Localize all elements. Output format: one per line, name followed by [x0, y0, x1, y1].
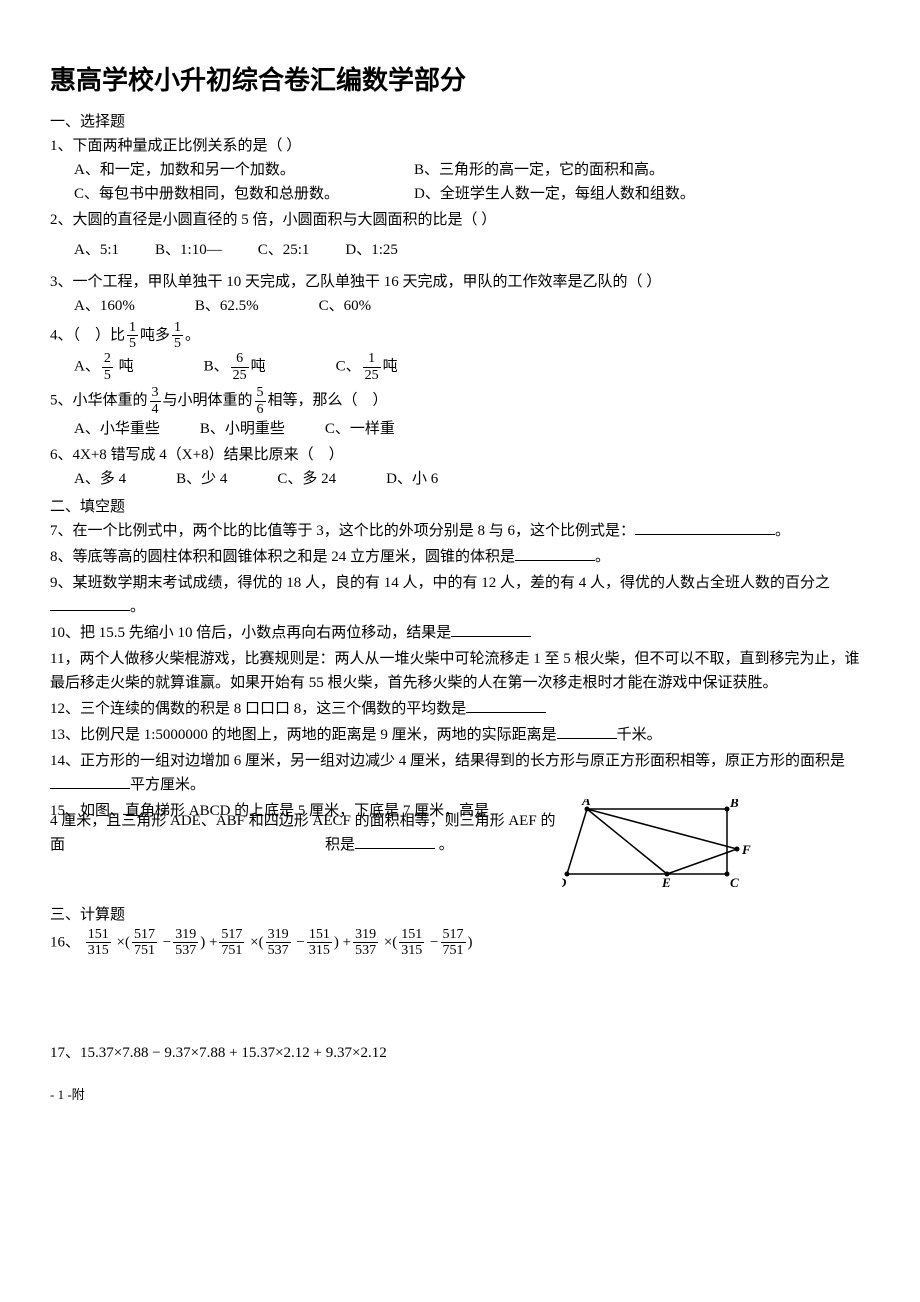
frac-den: 6 — [255, 402, 266, 417]
q3-text: 3、一个工程，甲队单独干 10 天完成，乙队单独干 16 天完成，甲队的工作效率… — [50, 270, 870, 294]
q5-pre: 5、小华体重的 — [50, 392, 148, 408]
q6-c: C、多 24 — [277, 467, 336, 491]
q5-a: A、小华重些 — [74, 417, 160, 441]
section-choice: 一、选择题 — [50, 110, 870, 134]
q6: 6、4X+8 错写成 4（X+8）结果比原来（ ） A、多 4 B、少 4 C、… — [50, 443, 870, 491]
q12: 12、三个连续的偶数的积是 8 口口口 8，这三个偶数的平均数是 — [50, 697, 870, 721]
q5-post: 相等，那么（ ） — [268, 392, 388, 408]
frac-den: 5 — [127, 336, 138, 351]
q4-a: A、25 吨 — [74, 351, 134, 383]
q14: 14、正方形的一组对边增加 6 厘米，另一组对边减少 4 厘米，结果得到的长方形… — [50, 749, 870, 797]
q6-d: D、小 6 — [386, 467, 438, 491]
q4-pre: 4、（ ）比 — [50, 327, 125, 343]
q2-text: 2、大圆的直径是小圆直径的 5 倍，小圆面积与大圆面积的比是（ ） — [50, 208, 870, 232]
page-title: 惠高学校小升初综合卷汇编数学部分 — [50, 60, 870, 102]
q10: 10、把 15.5 先缩小 10 倍后，小数点再向右两位移动，结果是 — [50, 621, 870, 645]
fig-label-b: B — [729, 799, 739, 810]
q9: 9、某班数学期末考试成绩，得优的 18 人，良的有 14 人，中的有 12 人，… — [50, 571, 870, 619]
q15-figure: A B F C E D — [562, 799, 762, 897]
q3-c: C、60% — [319, 294, 372, 318]
q4: 4、（ ）比15吨多15。 A、25 吨 B、625吨 C、125吨 — [50, 320, 870, 384]
q15-cont: 4 厘米，且三角形 ADE、ABF 和四边形 AECF 的面积相等，则三角形 A… — [50, 809, 570, 857]
q1-b: B、三角形的高一定，它的面积和高。 — [414, 158, 664, 182]
q6-b: B、少 4 — [176, 467, 227, 491]
frac-num: 1 — [172, 320, 183, 336]
section-fill: 二、填空题 — [50, 495, 870, 519]
fig-label-c: C — [730, 875, 739, 889]
fig-label-d: D — [562, 875, 567, 889]
frac-den: 4 — [150, 402, 161, 417]
q5: 5、小华体重的34与小明体重的56相等，那么（ ） A、小华重些 B、小明重些 … — [50, 385, 870, 441]
frac-num: 1 — [127, 320, 138, 336]
q4-post: 。 — [185, 327, 200, 343]
q6-text: 6、4X+8 错写成 4（X+8）结果比原来（ ） — [50, 443, 870, 467]
q2-d: D、1:25 — [345, 238, 398, 262]
q5-b: B、小明重些 — [200, 417, 285, 441]
q16: 16、 151315 ×(517751 −319537) +517751 ×(3… — [50, 927, 870, 959]
q1-text: 1、下面两种量成正比例关系的是（ ） — [50, 134, 870, 158]
q3-b: B、62.5% — [195, 294, 259, 318]
q7: 7、在一个比例式中，两个比的比值等于 3，这个比的外项分别是 8 与 6，这个比… — [50, 519, 870, 543]
frac-num: 5 — [255, 385, 266, 401]
q17: 17、15.37×7.88 − 9.37×7.88 + 15.37×2.12 +… — [50, 1041, 870, 1065]
fig-label-f: F — [741, 842, 751, 857]
q2-b: B、1:10— — [155, 238, 222, 262]
q4-c: C、125吨 — [336, 351, 398, 383]
q4-mid: 吨多 — [140, 327, 170, 343]
q16-label: 16、 — [50, 934, 80, 950]
q1-c: C、每包书中册数相同，包数和总册数。 — [74, 182, 414, 206]
q13: 13、比例尺是 1:5000000 的地图上，两地的距离是 9 厘米，两地的实际… — [50, 723, 870, 747]
q6-a: A、多 4 — [74, 467, 126, 491]
page-footer: - 1 -附 — [50, 1085, 870, 1106]
fig-label-a: A — [581, 799, 591, 808]
q1: 1、下面两种量成正比例关系的是（ ） A、和一定，加数和另一个加数。 B、三角形… — [50, 134, 870, 206]
q5-c: C、一样重 — [325, 417, 395, 441]
frac-den: 5 — [172, 336, 183, 351]
q2-c: C、25:1 — [258, 238, 310, 262]
q2-a: A、5:1 — [74, 238, 119, 262]
q8: 8、等底等高的圆柱体积和圆锥体积之和是 24 立方厘米，圆锥的体积是。 — [50, 545, 870, 569]
section-calc: 三、计算题 — [50, 903, 870, 927]
q11: 11，两个人做移火柴棍游戏，比赛规则是：两人从一堆火柴中可轮流移走 1 至 5 … — [50, 647, 870, 695]
fig-label-e: E — [661, 875, 671, 889]
frac-num: 3 — [150, 385, 161, 401]
q4-b: B、625吨 — [204, 351, 266, 383]
q3-a: A、160% — [74, 294, 135, 318]
q5-mid: 与小明体重的 — [163, 392, 253, 408]
q1-d: D、全班学生人数一定，每组人数和组数。 — [414, 182, 695, 206]
q3: 3、一个工程，甲队单独干 10 天完成，乙队单独干 16 天完成，甲队的工作效率… — [50, 270, 870, 318]
q1-a: A、和一定，加数和另一个加数。 — [74, 158, 414, 182]
q2: 2、大圆的直径是小圆直径的 5 倍，小圆面积与大圆面积的比是（ ） A、5:1 … — [50, 208, 870, 268]
